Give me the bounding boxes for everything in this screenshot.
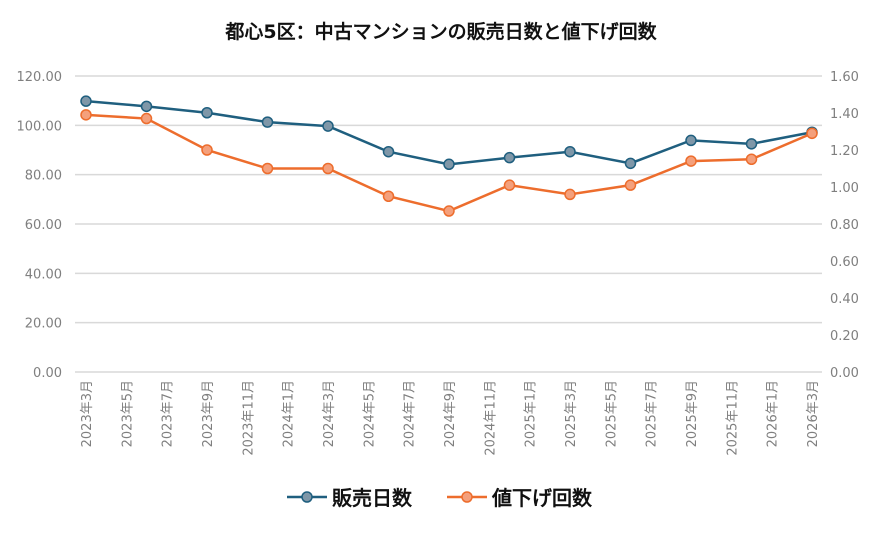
x-tick-label: 2023年3月 [80,380,95,447]
data-point [443,205,455,217]
y-left-tick-label: 20.00 [25,317,62,332]
data-point [140,112,153,125]
x-tick-label: 2024年7月 [403,380,418,447]
x-tick-label: 2026年1月 [766,380,781,447]
y-right-tick-label: 0.40 [830,292,859,307]
y-right-tick-label: 1.60 [830,70,859,85]
data-point [80,109,92,121]
legend-marker [461,491,473,503]
data-point [806,127,818,140]
data-point [322,120,334,132]
y-left-tick-label: 40.00 [25,267,62,282]
data-point [140,100,153,113]
y-left-tick-label: 120.00 [17,70,63,85]
y-right-tick-label: 0.60 [830,255,859,270]
data-point [443,158,455,171]
y-right-tick-label: 0.20 [830,329,859,344]
data-point [685,155,697,167]
data-point [745,138,758,150]
legend-label: 値下げ回数 [491,486,593,510]
data-point [261,116,274,128]
x-tick-label: 2023年11月 [241,380,256,456]
y-left-tick-label: 80.00 [25,169,62,184]
y-right-tick-label: 1.00 [830,181,859,196]
y-right-tick-label: 0.80 [830,218,859,233]
y-left-tick-label: 100.00 [17,119,63,134]
x-tick-label: 2025年7月 [645,380,660,447]
data-point [564,188,576,201]
x-tick-label: 2024年1月 [282,380,297,447]
x-tick-label: 2026年3月 [806,380,821,447]
data-point [382,145,395,158]
data-point [322,162,334,175]
data-point [685,134,697,147]
data-point [261,162,274,175]
x-tick-label: 2025年9月 [685,380,700,447]
x-tick-label: 2024年9月 [443,380,458,447]
data-point [80,95,92,107]
x-tick-label: 2024年3月 [322,380,337,447]
y-right-tick-label: 1.40 [830,107,859,122]
data-point [201,144,213,156]
y-right-tick-label: 1.20 [830,144,859,159]
x-tick-label: 2025年1月 [524,380,539,447]
data-point [624,157,637,170]
x-tick-label: 2023年5月 [120,380,135,447]
data-point [503,179,516,191]
data-point [624,179,637,191]
x-tick-label: 2025年5月 [604,380,619,447]
data-point [382,190,395,202]
x-tick-label: 2024年11月 [483,380,498,456]
x-tick-label: 2025年3月 [564,380,579,447]
data-point [745,153,758,165]
x-tick-label: 2024年5月 [362,380,377,447]
chart-title: 都心5区：中古マンションの販売日数と値下げ回数 [224,20,657,43]
series-line [85,99,813,166]
data-point [201,107,213,119]
y-left-tick-label: 0.00 [33,366,62,381]
x-tick-label: 2025年11月 [725,380,740,456]
legend-marker [301,491,313,503]
y-left-tick-label: 60.00 [25,218,62,233]
x-tick-label: 2023年9月 [201,380,216,447]
data-point [564,145,576,158]
y-right-tick-label: 0.00 [830,366,859,381]
legend-label: 販売日数 [332,486,413,510]
data-point [503,151,516,164]
x-tick-label: 2023年7月 [161,380,176,447]
